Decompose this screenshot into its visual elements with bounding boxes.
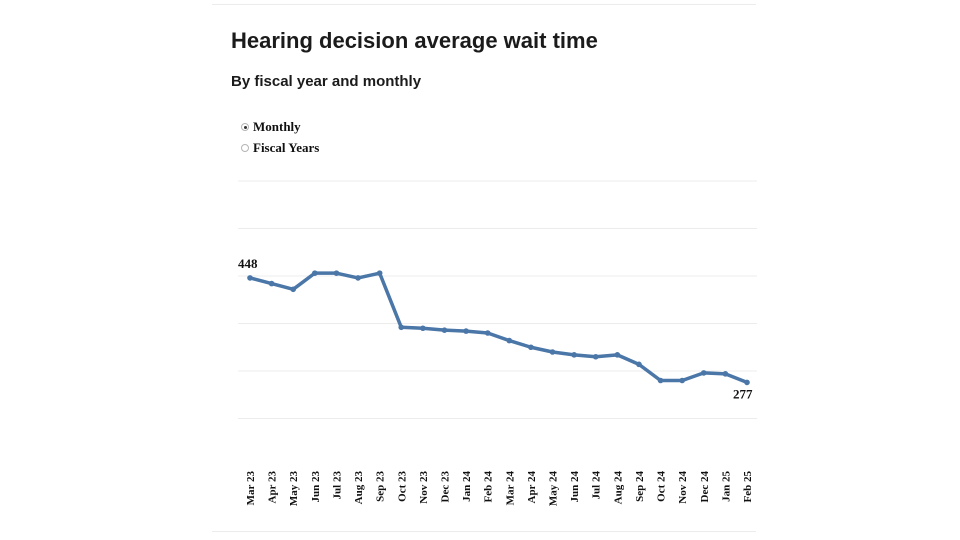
x-tick-label: Feb 24 — [483, 471, 495, 503]
data-point — [722, 371, 729, 377]
x-tick-label: Mar 23 — [245, 471, 257, 506]
x-tick-label: Apr 24 — [526, 471, 538, 504]
x-tick-label: Oct 24 — [656, 471, 668, 502]
data-point — [376, 270, 383, 276]
x-tick-label: Jul 24 — [591, 471, 603, 500]
data-point — [398, 324, 405, 331]
x-tick-label: Mar 24 — [504, 471, 516, 506]
monthly-radio-label: Monthly — [253, 119, 301, 134]
x-tick-label: Dec 23 — [439, 471, 451, 503]
top-divider — [212, 4, 756, 5]
data-point — [247, 275, 253, 281]
monthly-radio-option[interactable]: Monthly — [241, 119, 301, 135]
fiscal-years-radio-label: Fiscal Years — [253, 140, 320, 155]
data-point — [700, 370, 707, 376]
x-tick-label: Nov 23 — [418, 471, 430, 504]
x-tick-label: Dec 24 — [699, 471, 711, 503]
data-point — [549, 349, 556, 355]
data-point — [355, 275, 361, 281]
data-point — [657, 377, 664, 384]
x-tick-label: Jun 23 — [310, 471, 322, 503]
x-tick-label: Jan 24 — [461, 471, 473, 502]
x-tick-label: Apr 23 — [267, 471, 279, 504]
x-tick-label: May 24 — [548, 471, 560, 507]
data-point — [744, 379, 750, 386]
fiscal-years-radio-button[interactable] — [241, 144, 249, 152]
data-point — [636, 361, 642, 368]
data-point — [679, 377, 685, 384]
fiscal-years-radio-option[interactable]: Fiscal Years — [241, 140, 319, 156]
x-tick-label: May 23 — [288, 471, 300, 507]
data-label: 277 — [733, 386, 753, 401]
x-tick-label: Jun 24 — [569, 471, 581, 503]
data-point — [506, 337, 513, 344]
data-point — [333, 270, 340, 276]
data-point — [420, 325, 426, 332]
data-point — [484, 330, 491, 336]
data-point — [290, 286, 297, 293]
x-tick-label: Sep 24 — [634, 471, 646, 502]
data-point — [268, 280, 275, 287]
monthly-radio-button[interactable] — [241, 123, 249, 131]
x-tick-label: Sep 23 — [375, 471, 387, 502]
x-tick-label: Nov 24 — [677, 471, 689, 504]
data-point — [614, 352, 621, 358]
x-tick-label: Aug 24 — [612, 471, 624, 505]
chart-subtitle: By fiscal year and monthly — [231, 73, 422, 90]
x-tick-label: Oct 23 — [396, 471, 408, 502]
x-tick-label: Jul 23 — [331, 471, 343, 500]
x-tick-label: Feb 25 — [742, 471, 754, 503]
data-point — [571, 352, 577, 358]
series-line — [248, 271, 749, 385]
data-point — [528, 344, 534, 351]
x-tick-label: Jan 25 — [720, 471, 732, 502]
data-point — [592, 353, 599, 360]
chart-title: Hearing decision average wait time — [231, 28, 598, 53]
bottom-divider — [212, 531, 756, 532]
data-label: 448 — [238, 256, 258, 271]
data-point — [312, 270, 318, 276]
data-point — [441, 327, 448, 333]
data-point — [463, 328, 469, 334]
x-tick-label: Aug 23 — [353, 471, 365, 505]
